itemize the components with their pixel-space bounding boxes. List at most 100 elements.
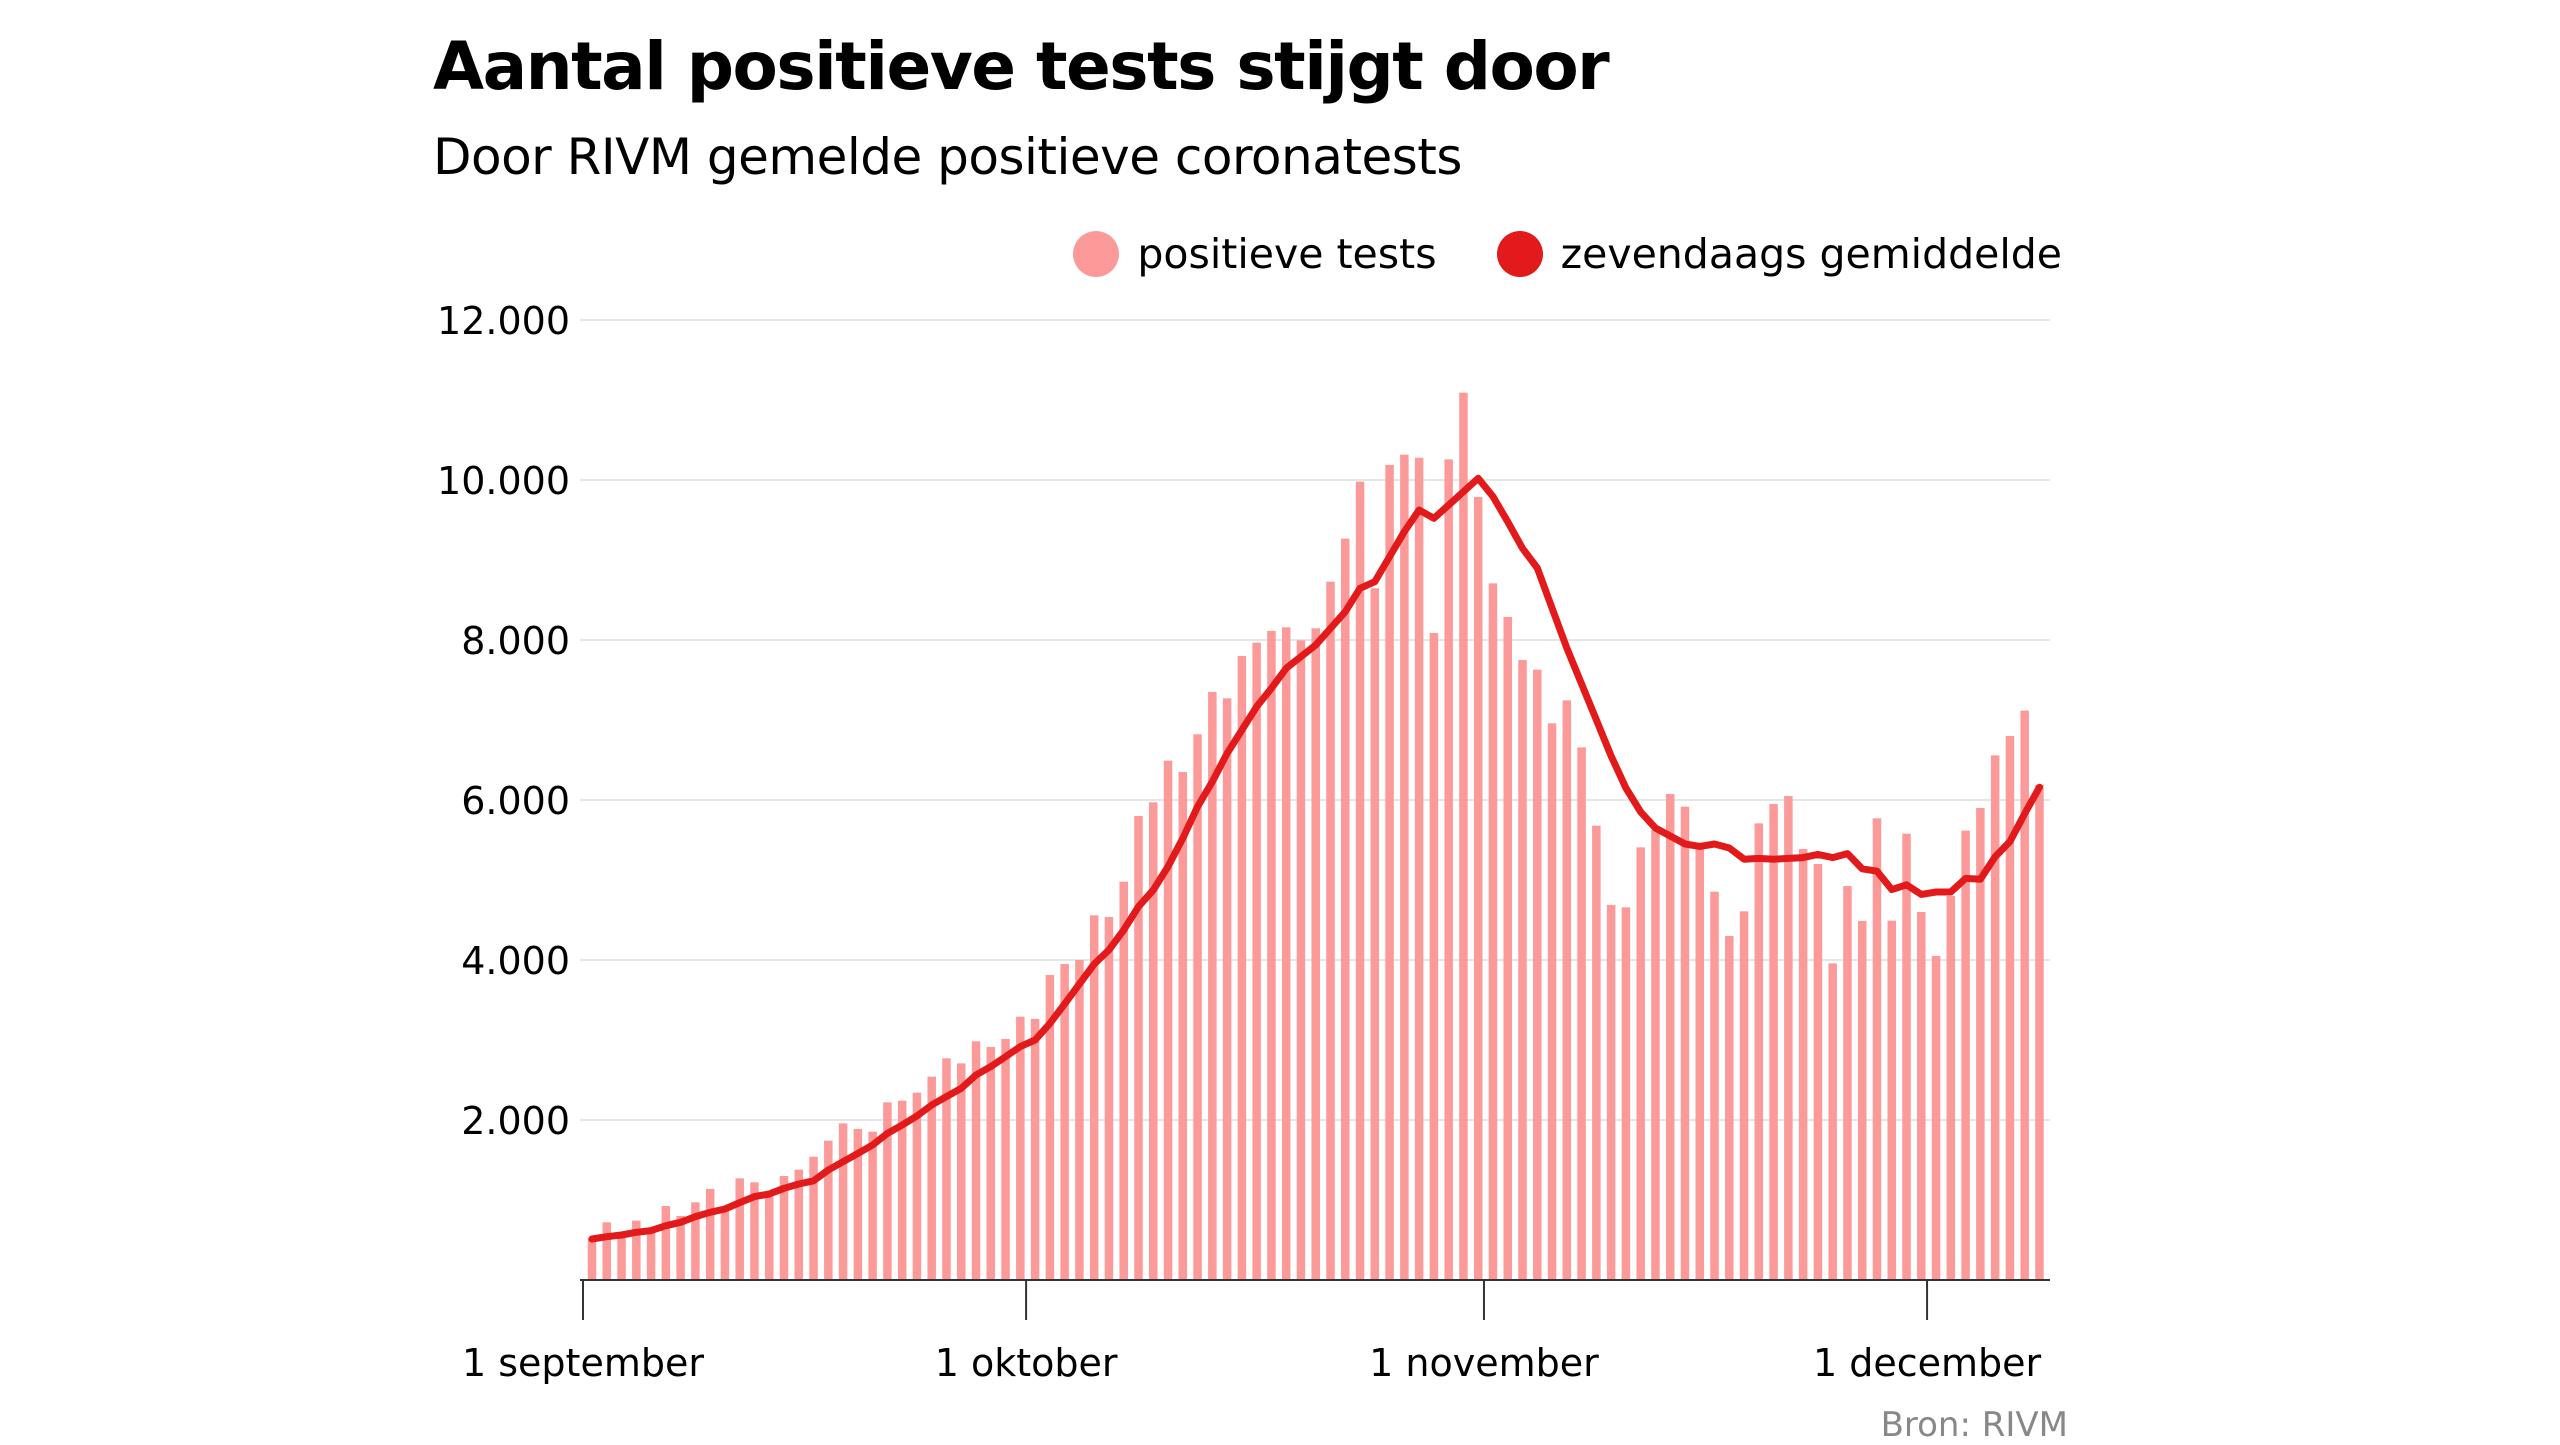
bar <box>794 1169 804 1280</box>
bar <box>1104 916 1114 1280</box>
bar <box>868 1131 877 1280</box>
bar <box>1178 772 1188 1280</box>
bar <box>1370 588 1380 1280</box>
bar <box>1089 915 1099 1280</box>
bar <box>1252 642 1261 1280</box>
bar <box>1592 825 1601 1280</box>
bar <box>809 1156 818 1280</box>
bar <box>1961 830 1970 1280</box>
bar <box>720 1210 730 1280</box>
bar <box>1769 804 1778 1280</box>
bar <box>1311 628 1320 1280</box>
y-tick-label: 10.000 <box>437 459 570 503</box>
bar <box>661 1206 671 1280</box>
x-tick-label: 1 november <box>1369 1341 1599 1385</box>
x-axis: 1 september 1 oktober 1 november 1 december <box>462 1279 2050 1385</box>
bar <box>1045 974 1055 1280</box>
bar <box>1075 960 1084 1280</box>
bar <box>1016 1016 1025 1280</box>
bar <box>1149 802 1158 1280</box>
bar <box>1503 616 1512 1280</box>
bar <box>897 1100 907 1280</box>
bar <box>1857 920 1867 1280</box>
bar <box>617 1234 626 1280</box>
bar <box>632 1220 641 1280</box>
y-tick-label: 2.000 <box>461 1099 570 1143</box>
bar <box>779 1176 789 1280</box>
chart-subtitle: Door RIVM gemelde positieve coronatests <box>433 128 1462 186</box>
bar <box>750 1182 759 1280</box>
bar <box>1621 907 1631 1280</box>
bar <box>927 1076 936 1280</box>
bar <box>2020 710 2029 1280</box>
chart-title: Aantal positieve tests stijgt door <box>433 28 1610 105</box>
bar <box>691 1202 700 1280</box>
source-label: Bron: RIVM <box>1880 1405 2068 1445</box>
bar <box>912 1092 922 1280</box>
bar <box>2035 784 2044 1280</box>
bar <box>1887 920 1897 1280</box>
bar <box>1651 830 1660 1280</box>
bar <box>1606 904 1616 1280</box>
bar <box>1341 538 1350 1280</box>
bar <box>1990 755 2000 1280</box>
bar <box>1060 964 1069 1280</box>
bar <box>676 1216 685 1280</box>
seven-day-average-line <box>588 474 2043 1243</box>
bar <box>1902 833 1911 1280</box>
bar <box>1326 581 1335 1280</box>
bar <box>971 1041 981 1280</box>
bar <box>1577 747 1586 1280</box>
bar <box>1296 640 1306 1280</box>
bar <box>1030 1018 1040 1280</box>
bar <box>646 1231 656 1280</box>
bar <box>1222 698 1232 1280</box>
bar <box>735 1178 744 1280</box>
bar <box>1976 808 1985 1280</box>
bar <box>838 1123 848 1280</box>
legend-swatch-bars <box>1073 231 1120 277</box>
bar <box>1547 723 1557 1280</box>
bar <box>986 1046 996 1280</box>
bar <box>824 1140 833 1280</box>
bar <box>1429 632 1439 1280</box>
bar <box>1237 656 1247 1280</box>
legend-label-seven-day-average: zevendaags gemiddelde <box>1560 230 2062 278</box>
bar <box>1001 1038 1010 1280</box>
x-tick-label: 1 oktober <box>935 1341 1118 1385</box>
bar <box>1695 848 1704 1280</box>
bar <box>764 1196 774 1280</box>
bar <box>1710 891 1719 1280</box>
legend-item-seven-day-average: zevendaags gemiddelde <box>1496 230 2062 278</box>
legend-swatch-line <box>1496 231 1543 277</box>
bar <box>1828 963 1837 1280</box>
bar <box>1473 496 1483 1281</box>
bar <box>942 1058 951 1280</box>
bar <box>883 1102 892 1280</box>
bar <box>957 1063 966 1280</box>
bar <box>1518 660 1527 1280</box>
bar <box>1385 464 1394 1281</box>
bar <box>1208 692 1217 1280</box>
bar <box>1798 848 1808 1280</box>
x-tick-label: 1 september <box>462 1341 704 1385</box>
legend-label-positive-tests: positieve tests <box>1137 230 1437 278</box>
bar <box>1872 818 1882 1280</box>
bar <box>1754 823 1764 1280</box>
bar <box>602 1222 612 1280</box>
y-tick-label: 4.000 <box>461 939 570 983</box>
bar <box>1725 936 1734 1280</box>
legend: positieve tests zevendaags gemiddelde <box>1013 230 2062 278</box>
bar <box>587 1238 597 1280</box>
bar <box>1119 881 1128 1280</box>
bar <box>1739 911 1749 1280</box>
bar <box>1444 459 1453 1280</box>
bar <box>2005 736 2015 1280</box>
bar <box>1931 956 1941 1280</box>
bar <box>1813 864 1823 1280</box>
bar <box>1843 886 1852 1280</box>
bar <box>1636 847 1645 1280</box>
bar <box>1355 481 1365 1280</box>
bar <box>1267 630 1276 1280</box>
